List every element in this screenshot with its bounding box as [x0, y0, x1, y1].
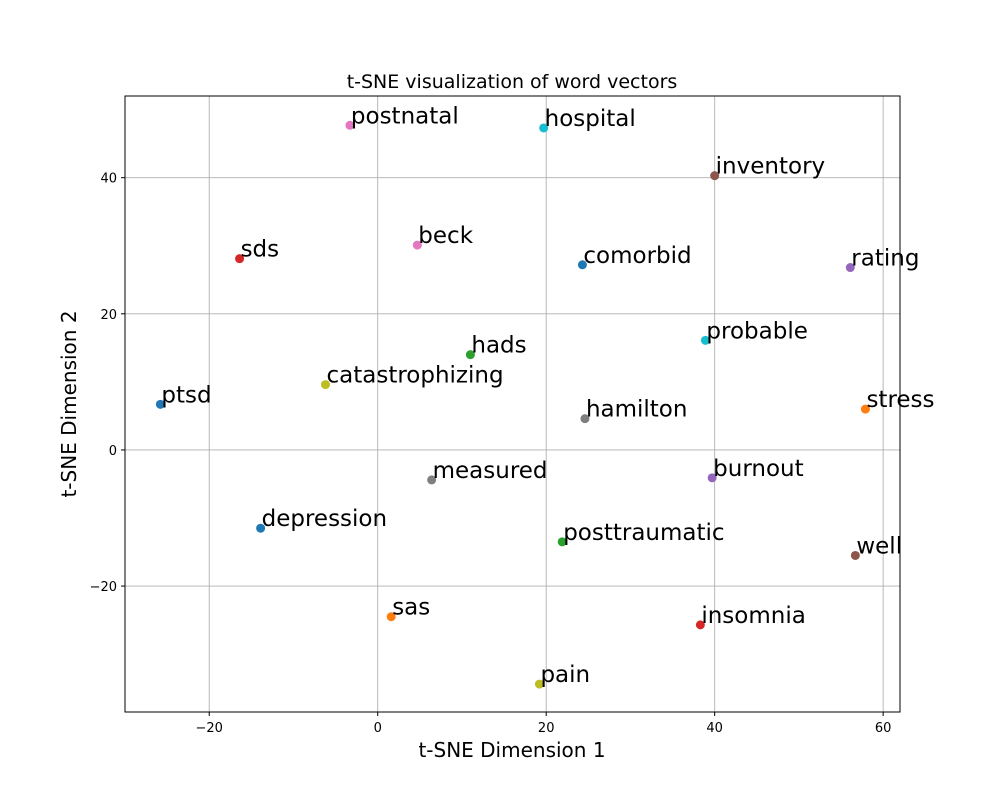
grid-lines: [125, 96, 900, 712]
point-label-well: well: [856, 533, 902, 559]
point-rating: [845, 263, 855, 273]
point-comorbid: [577, 260, 587, 270]
point-label-comorbid: comorbid: [583, 243, 691, 269]
point-hospital: [539, 123, 549, 133]
point-label-catastrophizing: catastrophizing: [326, 363, 503, 389]
y-tick-label: 20: [100, 308, 117, 323]
point-labels: postnatal hospital inventory sds beck comorbi…: [161, 103, 934, 688]
x-tick-label: 60: [875, 721, 892, 736]
x-tick-label: 0: [374, 721, 382, 736]
y-tick-label: 40: [100, 172, 117, 187]
point-beck: [412, 240, 422, 250]
point-label-inventory: inventory: [716, 154, 825, 180]
x-tick-label: 40: [706, 721, 723, 736]
point-label-beck: beck: [418, 223, 473, 249]
x-axis-label: t-SNE Dimension 1: [418, 738, 605, 762]
y-axis-ticks: −20 0 20 40: [90, 172, 125, 595]
point-ptsd: [155, 399, 165, 409]
point-pain: [534, 679, 544, 689]
point-hamilton: [580, 414, 590, 424]
y-tick-label: −20: [90, 580, 117, 595]
point-label-probable: probable: [706, 318, 807, 344]
point-label-ptsd: ptsd: [161, 382, 211, 408]
point-label-sas: sas: [392, 595, 430, 621]
point-catastrophizing: [320, 380, 330, 390]
y-axis-label: t-SNE Dimension 2: [57, 310, 81, 497]
point-label-depression: depression: [262, 506, 387, 532]
point-label-insomnia: insomnia: [701, 603, 806, 629]
point-well: [850, 550, 860, 560]
point-label-hamilton: hamilton: [586, 397, 688, 423]
point-hads: [465, 350, 475, 360]
point-sas: [386, 612, 396, 622]
chart-title: t-SNE visualization of word vectors: [347, 71, 678, 93]
x-tick-label: −20: [196, 721, 223, 736]
point-label-stress: stress: [866, 387, 934, 413]
point-burnout: [707, 473, 717, 483]
point-sds: [235, 254, 245, 264]
point-label-hospital: hospital: [545, 106, 636, 132]
data-points: [155, 120, 870, 689]
x-axis-ticks: −20 0 20 40 60: [196, 712, 892, 736]
point-probable: [700, 335, 710, 345]
point-label-hads: hads: [471, 333, 526, 359]
y-tick-label: 0: [109, 444, 117, 459]
point-label-burnout: burnout: [713, 456, 803, 482]
point-label-postnatal: postnatal: [351, 103, 459, 129]
point-stress: [860, 404, 870, 414]
point-postnatal: [345, 120, 355, 130]
point-measured: [427, 475, 437, 485]
point-label-sds: sds: [241, 237, 280, 263]
x-tick-label: 20: [538, 721, 555, 736]
plot-frame: [124, 95, 901, 713]
point-depression: [256, 523, 266, 533]
point-label-measured: measured: [433, 458, 548, 484]
point-label-posttraumatic: posttraumatic: [563, 520, 724, 546]
point-inventory: [710, 171, 720, 181]
point-label-pain: pain: [540, 662, 590, 688]
point-posttraumatic: [557, 537, 567, 547]
point-label-rating: rating: [851, 246, 919, 272]
point-insomnia: [695, 620, 705, 630]
